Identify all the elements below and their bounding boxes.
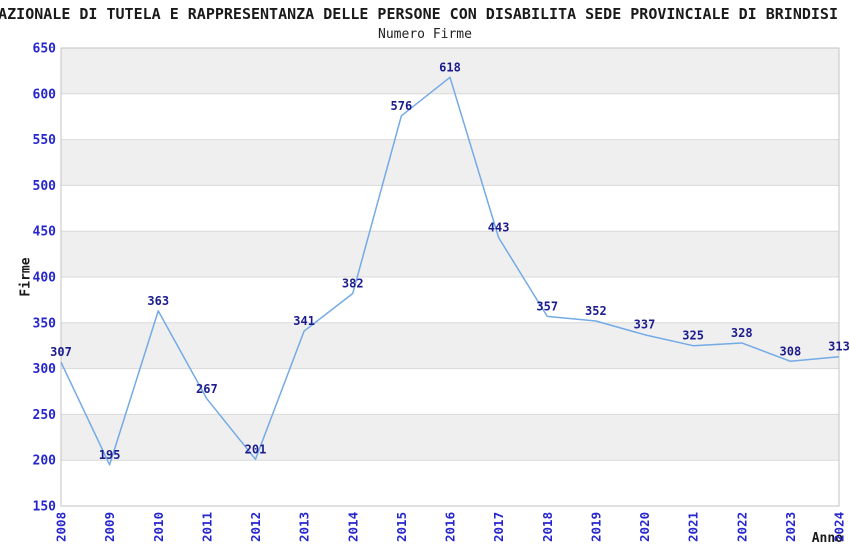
plot-band	[61, 48, 839, 94]
point-label: 341	[293, 314, 315, 328]
point-label: 307	[50, 345, 72, 359]
chart-subtitle: Numero Firme	[378, 27, 472, 42]
plot-border	[60, 47, 840, 507]
y-tick-label: 550	[33, 133, 57, 148]
y-tick-label: 150	[33, 500, 57, 515]
point-label: 357	[536, 299, 558, 313]
y-tick-label: 600	[33, 87, 57, 102]
x-axis-title: Anno	[811, 531, 843, 546]
plot-band	[61, 93, 839, 140]
point-label: 313	[828, 340, 850, 354]
x-tick-label: 2018	[540, 512, 555, 542]
plot-band	[61, 368, 839, 415]
point-label: 443	[488, 221, 510, 235]
y-tick-label: 350	[33, 316, 57, 331]
x-tick-label: 2011	[199, 512, 214, 542]
plot-band	[61, 139, 839, 186]
x-tick-label: 2013	[297, 512, 312, 542]
x-tick-label: 2008	[54, 512, 69, 542]
point-label: 201	[245, 442, 267, 456]
series-line	[60, 76, 840, 466]
y-tick-label: 400	[33, 271, 57, 286]
point-label: 352	[585, 304, 607, 318]
point-label: 195	[99, 448, 121, 462]
point-label: 382	[342, 276, 364, 290]
point-label: 328	[731, 326, 753, 340]
point-label: 308	[780, 344, 802, 358]
point-label: 325	[682, 329, 704, 343]
y-tick-label: 500	[33, 179, 57, 194]
plot-band	[61, 185, 839, 232]
y-tick-label: 650	[33, 42, 57, 57]
y-tick-label: 300	[33, 362, 57, 377]
x-tick-label: 2022	[734, 512, 749, 542]
x-tick-label: 2009	[102, 512, 117, 542]
x-tick-label: 2024	[832, 512, 847, 542]
point-label: 576	[391, 99, 413, 113]
y-tick-label: 450	[33, 225, 57, 240]
x-tick-label: 2017	[491, 512, 506, 542]
x-tick-label: 2010	[151, 512, 166, 542]
point-label: 267	[196, 382, 218, 396]
x-tick-label: 2023	[783, 512, 798, 542]
x-tick-label: 2012	[248, 512, 263, 542]
point-label: 337	[634, 318, 656, 332]
y-tick-label: 250	[33, 408, 57, 423]
x-tick-label: 2019	[588, 512, 603, 542]
chart-title: NAZIONALE DI TUTELA E RAPPRESENTANZA DEL…	[0, 5, 838, 23]
x-tick-label: 2020	[637, 512, 652, 542]
point-label: 618	[439, 60, 461, 74]
plot-band	[61, 414, 839, 461]
plot-band	[61, 322, 839, 369]
point-label: 363	[147, 294, 169, 308]
y-tick-label: 200	[33, 454, 57, 469]
x-tick-label: 2016	[443, 512, 458, 542]
x-tick-label: 2015	[394, 512, 409, 542]
x-tick-label: 2014	[345, 512, 360, 542]
x-tick-label: 2021	[686, 512, 701, 542]
plot-band	[61, 231, 839, 277]
plot-band	[61, 460, 839, 506]
plot-band	[61, 277, 839, 323]
